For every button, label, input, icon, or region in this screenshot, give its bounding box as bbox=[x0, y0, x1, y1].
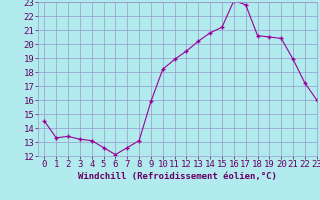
X-axis label: Windchill (Refroidissement éolien,°C): Windchill (Refroidissement éolien,°C) bbox=[78, 172, 277, 181]
